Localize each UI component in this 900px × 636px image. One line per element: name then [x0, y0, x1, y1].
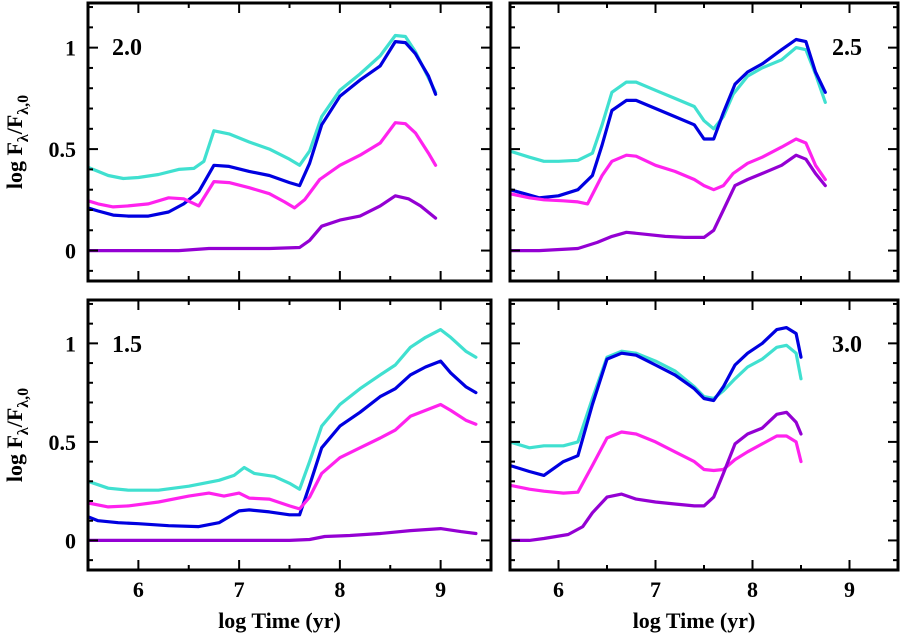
x-tick-label: 7 — [234, 577, 245, 602]
series-line-magenta — [510, 430, 803, 495]
panel-2.5: 2.5 — [508, 1, 900, 283]
series-line-blue — [88, 40, 438, 218]
series-line-purple — [510, 410, 803, 542]
x-axis-title: log Time (yr) — [633, 608, 756, 633]
x-tick-label: 6 — [553, 577, 564, 602]
y-tick-label: 0 — [65, 239, 76, 264]
panel-frame — [86, 1, 493, 283]
series-line-blue — [88, 359, 478, 529]
y-axis-title-subscript: λ — [15, 134, 32, 142]
y-tick-label: 0.5 — [49, 137, 77, 162]
x-tick-label: 8 — [747, 577, 758, 602]
y-tick-label: 1 — [65, 36, 76, 61]
y-axis-title-subscript: λ,0 — [15, 388, 32, 408]
y-tick-label: 1 — [65, 331, 76, 356]
series-line-cyan — [88, 33, 438, 181]
series-line-blue — [510, 326, 803, 477]
x-tick-label: 9 — [844, 577, 855, 602]
y-tick-label: 0.5 — [49, 430, 77, 455]
series-line-blue — [510, 37, 827, 200]
panel-2.0: 0 0.5 1 2.0 log Fλ/Fλ,0 — [2, 1, 493, 283]
x-axis-title: log Time (yr) — [218, 608, 341, 633]
y-axis-title-subscript: λ — [15, 427, 32, 435]
panel-1.5: 6 7 8 9 0 0.5 1 1.5 log Time (yr) log Fλ/Fλ,0 — [2, 298, 493, 633]
panel-label: 2.5 — [832, 35, 862, 61]
y-axis-title: log Fλ/Fλ,0 — [2, 388, 32, 482]
panel-3.0: 6 7 8 9 3.0 log Time (yr) — [508, 298, 900, 633]
y-axis-title-part: log F — [2, 142, 27, 189]
x-tick-label: 8 — [334, 577, 345, 602]
y-axis-title-part: /F — [2, 115, 27, 136]
series-line-cyan — [510, 343, 803, 450]
series-line-cyan — [510, 46, 827, 163]
panel-label: 2.0 — [112, 35, 142, 61]
series-line-cyan — [88, 328, 478, 492]
series-line-magenta — [510, 137, 827, 206]
y-axis-title: log Fλ/Fλ,0 — [2, 95, 32, 189]
y-axis-title-subscript: λ,0 — [15, 95, 32, 115]
series-line-magenta — [88, 121, 438, 210]
y-tick-label: 0 — [65, 528, 76, 553]
x-tick-label: 6 — [133, 577, 144, 602]
series-line-purple — [88, 527, 478, 542]
series-line-purple — [88, 194, 438, 253]
panel-label: 1.5 — [112, 332, 142, 358]
x-tick-label: 9 — [435, 577, 446, 602]
series-line-purple — [510, 153, 827, 253]
x-tick-label: 7 — [650, 577, 661, 602]
y-axis-title-part: /F — [2, 408, 27, 429]
y-axis-title-part: log F — [2, 435, 27, 482]
panel-label: 3.0 — [832, 332, 862, 358]
series-line-magenta — [88, 402, 478, 511]
